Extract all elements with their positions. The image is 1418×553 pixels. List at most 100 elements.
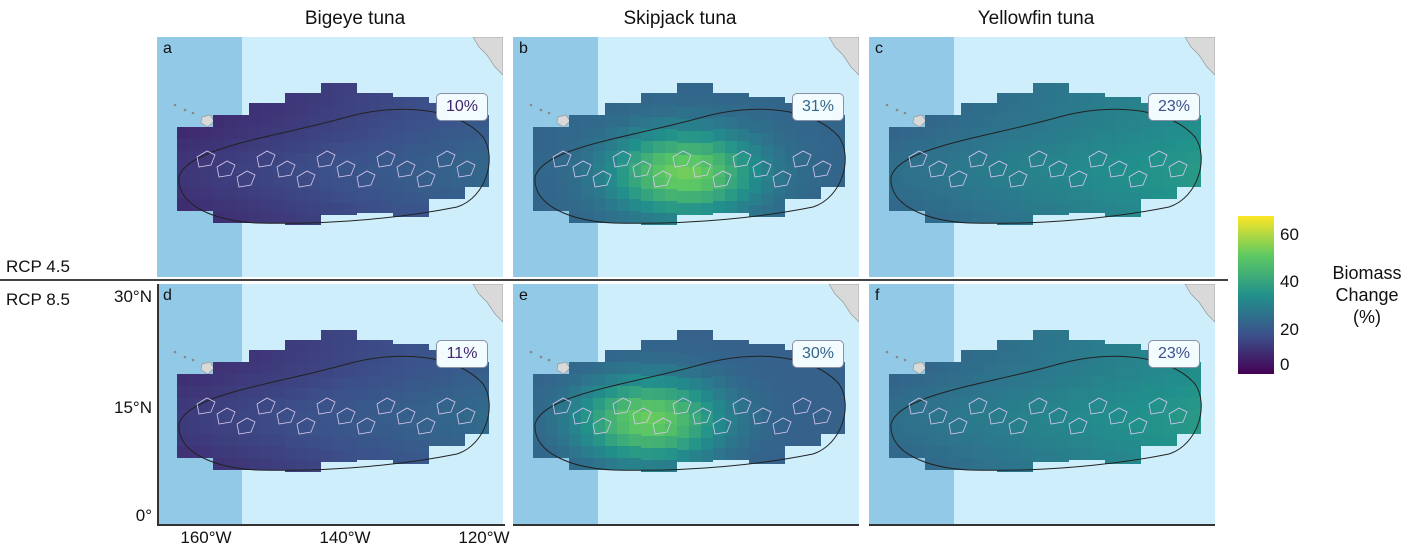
biomass-cell <box>189 398 201 410</box>
biomass-cell <box>949 422 961 434</box>
biomass-cell <box>1081 436 1093 448</box>
mean-change-badge: 11% <box>436 340 488 368</box>
feature-polygon <box>336 160 356 178</box>
biomass-cell <box>1045 143 1057 155</box>
biomass-cell <box>453 422 465 434</box>
biomass-cell <box>381 93 393 105</box>
biomass-cell <box>357 117 369 129</box>
biomass-cell <box>1117 428 1129 440</box>
feature-polygon <box>1148 150 1168 168</box>
biomass-cell <box>713 117 725 129</box>
biomass-cell <box>309 189 321 201</box>
biomass-cell <box>333 167 345 179</box>
biomass-cell <box>405 440 417 452</box>
biomass-cell <box>1057 119 1069 131</box>
biomass-cell <box>1165 175 1177 187</box>
biomass-cell <box>653 352 665 364</box>
biomass-cell <box>617 151 629 163</box>
biomass-cell <box>737 117 749 129</box>
biomass-cell <box>1009 165 1021 177</box>
biomass-cell <box>593 386 605 398</box>
biomass-cell <box>273 386 285 398</box>
biomass-cell <box>249 163 261 175</box>
biomass-cell <box>237 386 249 398</box>
biomass-cell <box>1021 165 1033 177</box>
biomass-cell <box>1165 187 1177 199</box>
biomass-cell <box>237 374 249 386</box>
biomass-cell <box>1141 175 1153 187</box>
feature-polygon <box>968 150 988 168</box>
biomass-cell <box>357 165 369 177</box>
map-panel-b: b 31% <box>513 37 859 277</box>
feature-polygon <box>376 150 396 168</box>
biomass-cell <box>701 330 713 342</box>
biomass-cell <box>429 398 441 410</box>
biomass-cell <box>581 434 593 446</box>
biomass-cell <box>569 151 581 163</box>
biomass-cell <box>809 187 821 199</box>
biomass-cell <box>689 107 701 119</box>
biomass-cell <box>833 175 845 187</box>
biomass-cell <box>213 362 225 374</box>
biomass-cell <box>821 398 833 410</box>
biomass-cell <box>309 412 321 424</box>
biomass-cell <box>249 446 261 458</box>
biomass-cell <box>1153 386 1165 398</box>
biomass-cell <box>1129 109 1141 121</box>
biomass-cell <box>357 448 369 460</box>
biomass-cell <box>713 364 725 376</box>
island-dot <box>529 103 533 107</box>
biomass-cell <box>737 189 749 201</box>
biomass-cell <box>785 151 797 163</box>
biomass-cell <box>1141 151 1153 163</box>
biomass-cell <box>665 412 677 424</box>
biomass-cell <box>249 386 261 398</box>
biomass-cell <box>393 440 405 452</box>
island-dot <box>885 350 889 354</box>
biomass-cell <box>821 127 833 139</box>
biomass-cell <box>261 458 273 470</box>
biomass-cell <box>189 127 201 139</box>
biomass-cell <box>737 364 749 376</box>
biomass-cell <box>249 211 261 223</box>
biomass-cell <box>973 422 985 434</box>
biomass-cell <box>653 141 665 153</box>
biomass-cell <box>345 426 357 438</box>
biomass-cell <box>417 428 429 440</box>
biomass-cell <box>213 187 225 199</box>
biomass-cell <box>297 141 309 153</box>
biomass-cell <box>357 129 369 141</box>
biomass-cell <box>225 446 237 458</box>
biomass-cell <box>345 83 357 95</box>
biomass-cell <box>581 199 593 211</box>
biomass-cell <box>593 211 605 223</box>
biomass-cell <box>653 117 665 129</box>
biomass-cell <box>581 446 593 458</box>
biomass-cell <box>737 177 749 189</box>
biomass-cell <box>665 165 677 177</box>
biomass-cell <box>617 398 629 410</box>
feature-polygon <box>692 407 712 425</box>
biomass-cell <box>1045 179 1057 191</box>
biomass-cell <box>1033 191 1045 203</box>
biomass-cell <box>557 151 569 163</box>
row-label-rcp45: RCP 4.5 <box>6 257 70 276</box>
biomass-cell <box>925 127 937 139</box>
y-axis-line <box>157 284 159 525</box>
biomass-cell <box>261 211 273 223</box>
biomass-cell <box>761 440 773 452</box>
biomass-cell <box>617 386 629 398</box>
feature-polygon <box>436 150 456 168</box>
biomass-cell <box>225 386 237 398</box>
biomass-cell <box>677 107 689 119</box>
biomass-cell <box>1045 203 1057 215</box>
biomass-cell <box>1093 93 1105 105</box>
biomass-cell <box>913 187 925 199</box>
biomass-cell <box>737 93 749 105</box>
biomass-cell <box>913 446 925 458</box>
biomass-cell <box>701 366 713 378</box>
biomass-cell <box>1129 133 1141 145</box>
biomass-cell <box>1141 374 1153 386</box>
biomass-cell <box>641 105 653 117</box>
biomass-cell <box>997 340 1009 352</box>
